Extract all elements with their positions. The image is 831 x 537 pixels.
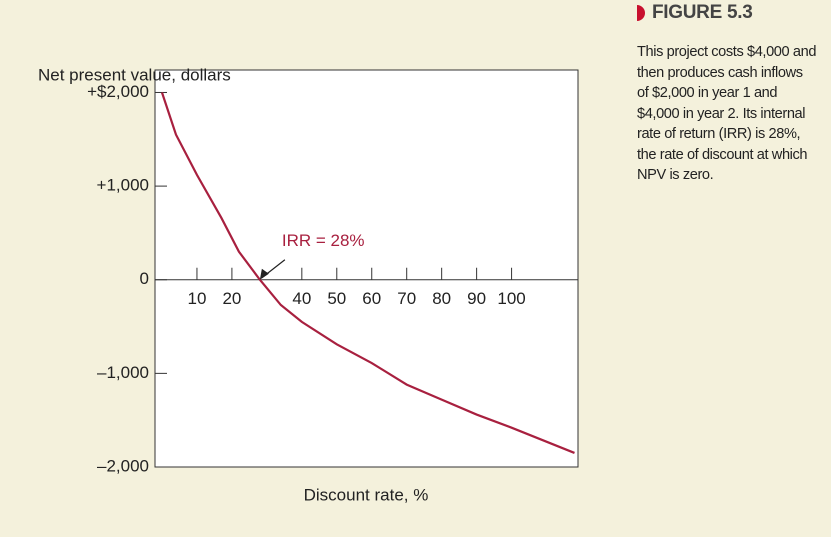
plot-area	[154, 69, 579, 468]
npv-curve	[160, 92, 575, 454]
annotation-arrowhead	[259, 268, 269, 280]
x-tick-label: 40	[292, 289, 311, 308]
x-tick-label: 10	[187, 289, 206, 308]
x-tick-label: 90	[467, 289, 486, 308]
x-tick-label: 70	[397, 289, 416, 308]
y-tick-label: –2,000	[97, 456, 149, 475]
x-axis-label: Discount rate, %	[304, 485, 429, 504]
annotation-label: IRR = 28%	[282, 231, 365, 250]
x-tick-label: 80	[432, 289, 451, 308]
figure-caption: This project costs $4,000 and then produ…	[637, 44, 817, 183]
x-tick-label: 20	[222, 289, 241, 308]
y-axis-label: Net present value, dollars	[38, 65, 231, 84]
y-tick-label: +$2,000	[87, 82, 149, 101]
y-tick-label: +1,000	[97, 176, 149, 195]
x-tick-label: 50	[327, 289, 346, 308]
y-tick-label: 0	[140, 269, 149, 288]
chart: Net present value, dollars Discount rate…	[38, 65, 579, 504]
figure-label: FIGURE 5.3	[637, 2, 817, 24]
figure-caption-block: FIGURE 5.3 This project costs $4,000 and…	[637, 2, 817, 186]
x-tick-label: 60	[362, 289, 381, 308]
x-tick-label: 100	[497, 289, 525, 308]
y-tick-label: –1,000	[97, 363, 149, 382]
